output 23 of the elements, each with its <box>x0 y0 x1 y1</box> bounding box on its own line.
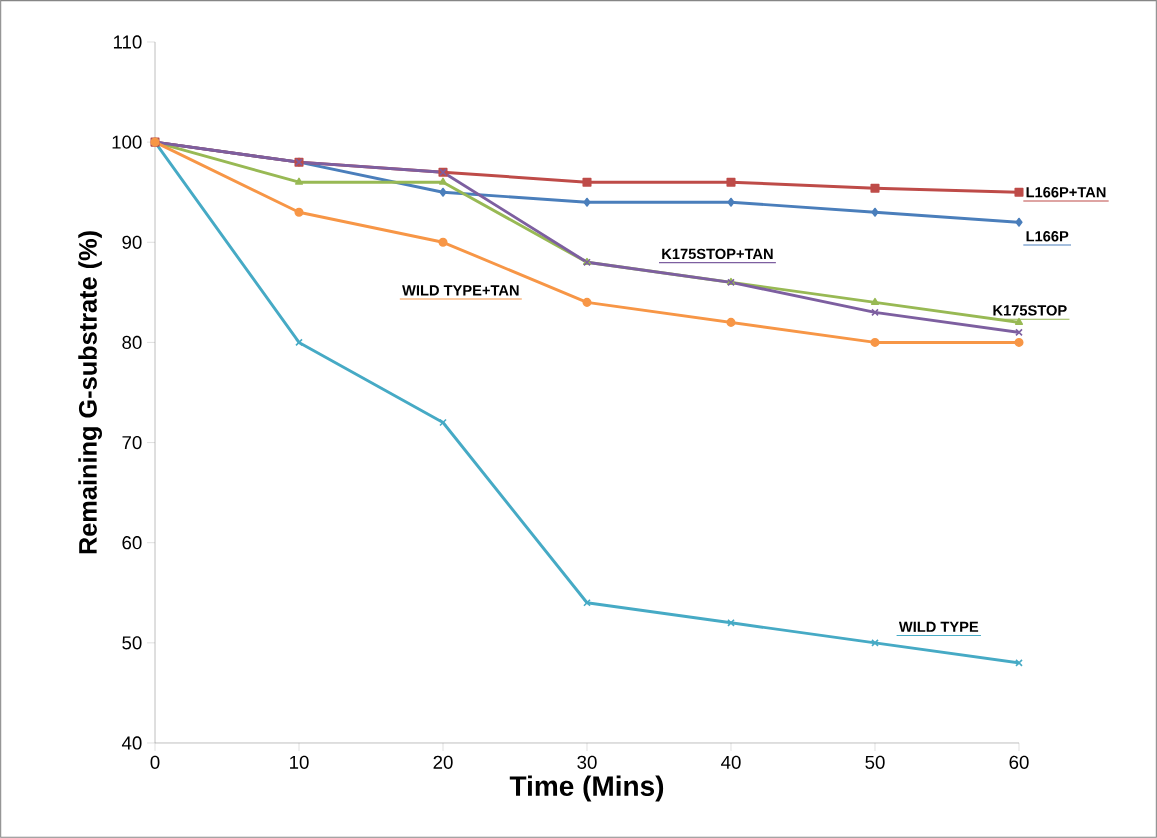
series-label: L166P <box>1026 231 1069 242</box>
x-tick-label: 60 <box>1009 755 1029 769</box>
x-tick-label: 50 <box>865 755 885 769</box>
x-tick-label: 10 <box>290 755 309 769</box>
y-tick-label: 40 <box>121 736 142 750</box>
series-label: WILD TYPE <box>898 621 979 632</box>
y-axis-title: Remaining G-substrate (%) <box>78 231 102 554</box>
y-tick-label: 70 <box>122 435 142 450</box>
y-tick-label: 50 <box>122 636 142 650</box>
series-label: WILD TYPE+TAN <box>402 285 519 296</box>
y-tick-label: 60 <box>122 536 142 550</box>
x-tick-label: 30 <box>577 755 597 769</box>
series-label: K175STOP+TAN <box>662 248 773 260</box>
x-tick-label: 20 <box>433 755 453 769</box>
y-tick-label: 90 <box>122 235 142 249</box>
y-tick-label: 100 <box>112 135 142 149</box>
series-label: L166P+TAN <box>1026 187 1106 198</box>
x-tick-label: 0 <box>150 755 160 769</box>
x-tick-label: 40 <box>721 755 741 769</box>
y-tick-label: 110 <box>113 35 142 49</box>
series-label: K175STOP <box>993 305 1067 316</box>
x-axis-title: Time (Mins) <box>509 775 664 802</box>
y-tick-label: 80 <box>122 335 142 350</box>
